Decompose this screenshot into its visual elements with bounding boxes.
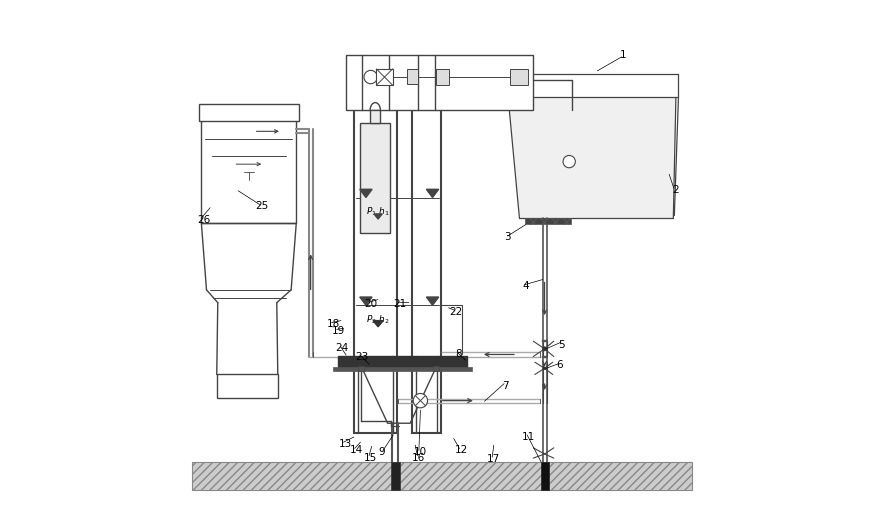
Bar <box>435 69 448 85</box>
Text: 15: 15 <box>363 452 377 463</box>
Text: 10: 10 <box>414 447 426 458</box>
Polygon shape <box>360 297 371 305</box>
Text: 23: 23 <box>354 351 368 362</box>
Polygon shape <box>360 189 371 198</box>
Text: 25: 25 <box>254 201 268 211</box>
Text: 4: 4 <box>522 281 528 291</box>
Text: 26: 26 <box>197 214 210 225</box>
Bar <box>192 462 692 490</box>
Polygon shape <box>374 214 382 219</box>
Bar <box>358 366 364 371</box>
Text: 19: 19 <box>331 326 345 336</box>
Text: 17: 17 <box>486 454 500 464</box>
Text: 11: 11 <box>521 432 534 442</box>
Bar <box>509 69 527 85</box>
Polygon shape <box>508 97 675 218</box>
Text: 5: 5 <box>557 340 564 350</box>
Circle shape <box>563 155 575 168</box>
Text: 13: 13 <box>338 439 351 449</box>
Circle shape <box>542 367 546 370</box>
Text: 14: 14 <box>349 445 362 456</box>
Polygon shape <box>426 297 439 305</box>
Text: 3: 3 <box>504 232 510 242</box>
Bar <box>360 123 390 233</box>
Bar <box>432 366 439 371</box>
Polygon shape <box>426 189 439 198</box>
Text: 7: 7 <box>501 381 508 391</box>
Text: 18: 18 <box>326 319 339 329</box>
Bar <box>201 118 296 223</box>
Circle shape <box>363 70 377 84</box>
Polygon shape <box>372 321 383 327</box>
Text: 8: 8 <box>455 349 462 359</box>
Bar <box>198 104 299 121</box>
Text: 22: 22 <box>449 307 462 317</box>
Text: $P_2\ h_2$: $P_2\ h_2$ <box>366 313 390 326</box>
Circle shape <box>542 347 546 351</box>
Bar <box>390 462 400 490</box>
Text: 9: 9 <box>378 447 385 458</box>
Bar <box>541 356 547 358</box>
Text: 21: 21 <box>392 299 406 309</box>
Text: 12: 12 <box>454 445 467 456</box>
Bar <box>354 110 397 433</box>
Bar <box>346 55 532 110</box>
Bar <box>216 374 277 398</box>
Text: 16: 16 <box>412 452 425 463</box>
Bar <box>541 340 547 342</box>
Bar <box>411 110 441 433</box>
Text: $P_1\ h_1$: $P_1\ h_1$ <box>366 206 390 218</box>
Bar <box>540 462 548 490</box>
Bar <box>524 218 570 224</box>
Circle shape <box>413 393 427 408</box>
Bar <box>338 356 466 367</box>
Bar <box>406 69 417 84</box>
Text: 1: 1 <box>619 50 626 61</box>
Bar <box>333 367 471 371</box>
Bar <box>376 69 392 85</box>
Bar <box>369 110 380 123</box>
Text: 6: 6 <box>556 360 563 370</box>
Text: 24: 24 <box>335 343 348 353</box>
Text: 2: 2 <box>672 185 679 195</box>
Text: 20: 20 <box>363 299 377 309</box>
